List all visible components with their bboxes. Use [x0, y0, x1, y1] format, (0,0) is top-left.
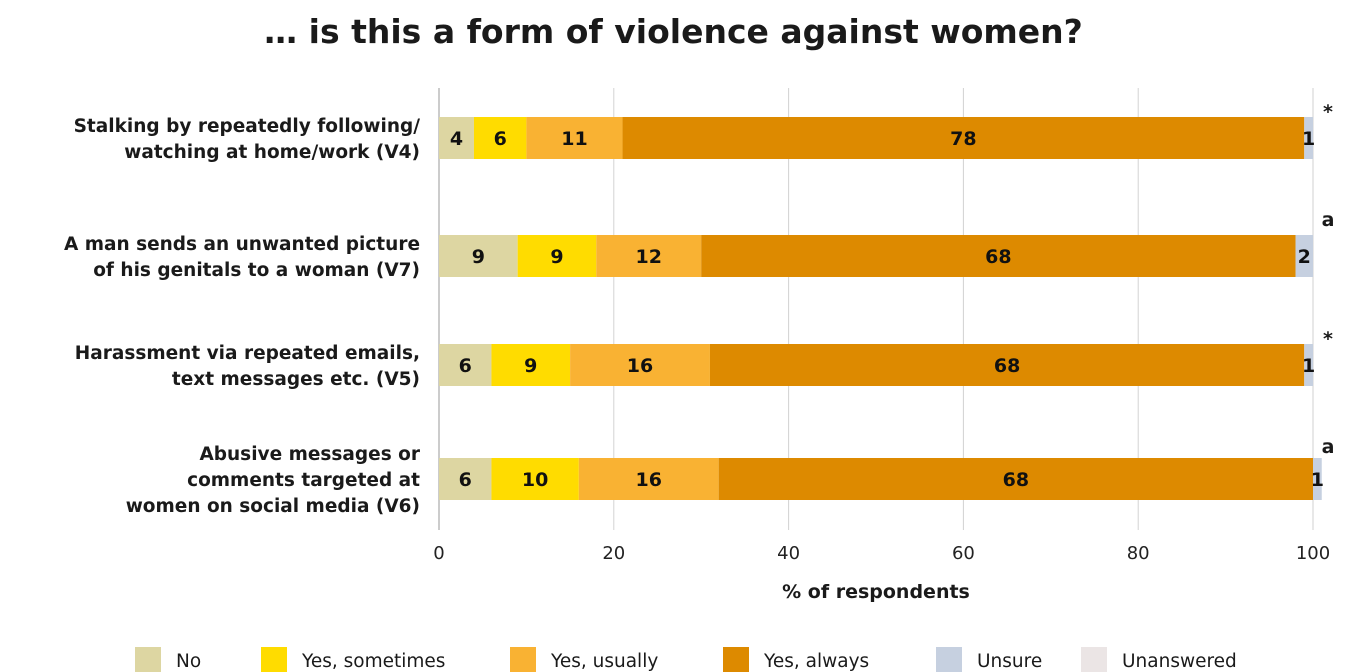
legend-swatch [261, 647, 287, 672]
x-axis-title: % of respondents [782, 581, 970, 603]
significance-note: * [1323, 328, 1333, 350]
x-tick-label: 80 [1127, 543, 1150, 564]
data-label: 9 [472, 246, 485, 268]
bar-segment [439, 344, 492, 386]
category-label-line: Stalking by repeatedly following/ [74, 116, 421, 137]
significance-note: * [1323, 101, 1333, 123]
data-label: 1 [1302, 355, 1315, 377]
x-tick-label: 20 [602, 543, 625, 564]
data-label: 6 [459, 469, 472, 491]
legend-label: No [176, 651, 201, 672]
bar-segment [491, 344, 571, 386]
legend-label: Yes, always [763, 651, 869, 672]
bar-segment [622, 117, 1305, 159]
legend: No Yes, sometimes Yes, usually Yes, always U… [135, 647, 1237, 672]
legend-label: Yes, usually [550, 651, 658, 672]
category-label-line: Harassment via repeated emails, [75, 343, 420, 364]
data-label: 11 [561, 128, 587, 150]
legend-swatch [135, 647, 161, 672]
data-label: 9 [550, 246, 563, 268]
significance-notes: * a * a [1322, 101, 1335, 458]
bar-segment [570, 344, 710, 386]
legend-swatch [936, 647, 962, 672]
bar-segment [718, 458, 1313, 500]
category-label: Abusive messages or comments targeted at w… [126, 444, 421, 517]
bar-segment [709, 344, 1305, 386]
x-tick-label: 100 [1296, 543, 1330, 564]
category-label-line: Abusive messages or [199, 444, 420, 465]
data-label: 10 [522, 469, 548, 491]
significance-note: a [1322, 436, 1335, 458]
category-label-line: watching at home/work (V4) [124, 142, 420, 163]
data-label: 78 [950, 128, 976, 150]
data-label: 68 [985, 246, 1011, 268]
data-label: 12 [636, 246, 662, 268]
bar-segment [596, 235, 702, 277]
bar-segment [578, 458, 719, 500]
category-label-line: A man sends an unwanted picture [64, 234, 420, 255]
category-label-line: of his genitals to a woman (V7) [93, 260, 420, 281]
legend-label: Unanswered [1122, 651, 1237, 672]
category-label: A man sends an unwanted picture of his ge… [64, 234, 420, 281]
gridlines [438, 88, 1314, 530]
bar-segment [1304, 344, 1313, 386]
legend-label: Yes, sometimes [301, 651, 445, 672]
legend-swatch [1081, 647, 1107, 672]
bar-segment [1295, 235, 1313, 277]
chart-title: … is this a form of violence against wom… [264, 12, 1083, 51]
bar-segment [1313, 458, 1322, 500]
bar-segment [517, 235, 597, 277]
data-label: 1 [1302, 128, 1315, 150]
category-label-line: text messages etc. (V5) [172, 369, 420, 390]
x-tick-label: 60 [952, 543, 975, 564]
category-label-line: comments targeted at [187, 470, 420, 491]
data-label: 16 [627, 355, 653, 377]
data-label: 16 [636, 469, 662, 491]
x-tick-label: 40 [777, 543, 800, 564]
data-label: 2 [1298, 246, 1311, 268]
bar-segment [1304, 117, 1313, 159]
data-label: 9 [524, 355, 537, 377]
data-label: 68 [1003, 469, 1029, 491]
x-tick-labels: 0 20 40 60 80 100 [433, 543, 1330, 564]
bar-segment [439, 235, 518, 277]
significance-note: a [1322, 209, 1335, 231]
bar-segment [439, 117, 474, 159]
legend-swatch [510, 647, 536, 672]
data-label: 6 [494, 128, 507, 150]
data-label: 68 [994, 355, 1020, 377]
category-labels: Stalking by repeatedly following/watchin… [64, 116, 421, 517]
bar-segment [439, 458, 492, 500]
x-tick-label: 0 [433, 543, 444, 564]
bar-segment [526, 117, 623, 159]
bar-segment [491, 458, 579, 500]
data-label: 4 [450, 128, 463, 150]
bars: 4 6 11 78 19 9 12 68 26 9 16 68 16 10 16 68 1 [439, 117, 1324, 500]
category-label: Stalking by repeatedly following/watchin… [74, 116, 421, 163]
legend-swatch [723, 647, 749, 672]
data-label: 1 [1311, 469, 1324, 491]
bar-segment [473, 117, 527, 159]
bar-segment [701, 235, 1296, 277]
category-label: Harassment via repeated emails, text mess… [75, 343, 420, 390]
data-label: 6 [459, 355, 472, 377]
category-label-line: women on social media (V6) [126, 496, 420, 517]
legend-label: Unsure [977, 651, 1042, 672]
